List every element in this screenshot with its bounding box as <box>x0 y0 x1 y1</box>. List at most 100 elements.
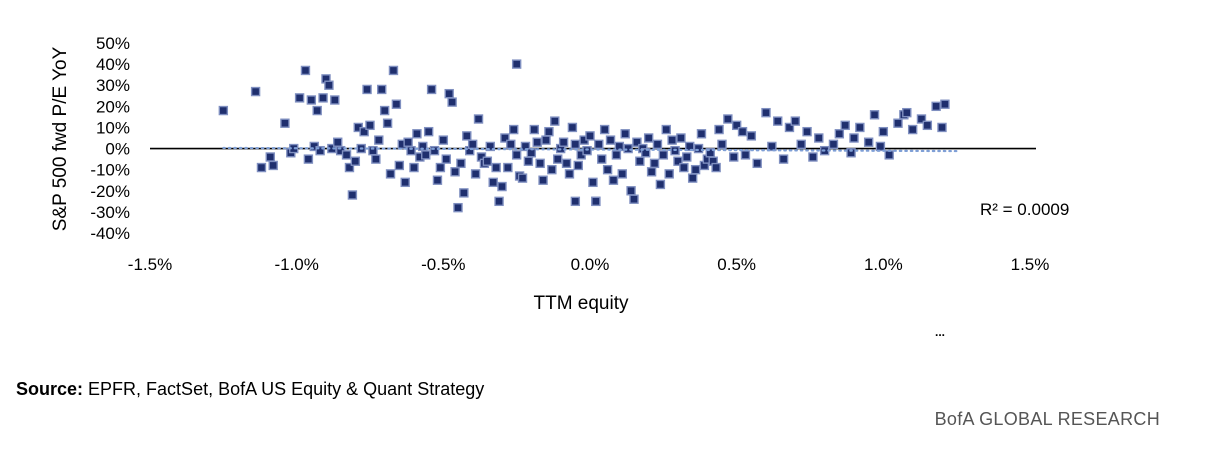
scatter-point <box>869 110 880 120</box>
scatter-point <box>365 120 375 131</box>
scatter-point <box>846 148 856 158</box>
scatter-point <box>652 139 663 150</box>
scatter-point <box>582 145 592 156</box>
scatter-point <box>937 122 947 133</box>
scatter-point <box>605 135 616 145</box>
scatter-point <box>509 124 519 135</box>
scatter-point <box>529 124 539 135</box>
scatter-point <box>374 135 384 145</box>
scatter-point <box>602 164 613 175</box>
scatter-point <box>312 105 322 116</box>
scatter-point <box>608 175 619 185</box>
source-note: Source: EPFR, FactSet, BofA US Equity & … <box>16 379 484 400</box>
scatter-point <box>808 152 818 162</box>
scatter-point <box>280 118 290 128</box>
scatter-point <box>902 107 912 118</box>
scatter-point <box>532 137 542 147</box>
scatter-point <box>629 194 639 204</box>
scatter-point <box>467 139 478 150</box>
scatter-point <box>667 135 677 145</box>
scatter-point <box>362 84 372 95</box>
scatter-point <box>406 145 416 156</box>
scatter-point <box>500 133 510 143</box>
scatter-point <box>849 133 859 143</box>
x-axis-title: TTM equity <box>533 293 629 314</box>
scatter-point <box>588 177 598 188</box>
scatter-point <box>561 158 572 169</box>
scatter-point <box>330 95 340 105</box>
scatter-point <box>907 124 918 135</box>
scatter-point <box>350 156 361 166</box>
scatter-point <box>641 148 651 158</box>
scatter-point <box>429 145 440 156</box>
scatter-point <box>550 116 560 126</box>
x-tick-label: 0.5% <box>717 255 756 274</box>
scatter-point <box>403 137 413 147</box>
scatter-point <box>790 116 801 126</box>
scatter-point <box>802 126 812 137</box>
scatter-point <box>714 124 724 135</box>
scatter-point <box>626 186 636 196</box>
scatter-point <box>773 116 783 126</box>
scatter-point <box>506 139 516 150</box>
scatter-point <box>450 167 460 177</box>
scatter-point <box>421 150 431 160</box>
scatter-point <box>482 156 493 166</box>
scatter-point <box>855 122 865 133</box>
brand-footer: BofA GLOBAL RESEARCH <box>934 409 1160 429</box>
y-tick-label: -20% <box>90 182 130 201</box>
r-squared-label: R² = 0.0009 <box>980 200 1069 219</box>
y-tick-label: 0% <box>105 140 130 159</box>
scatter-point <box>488 177 498 188</box>
scatter-point <box>682 152 692 162</box>
scatter-point <box>711 162 721 173</box>
scatter-point <box>409 162 419 173</box>
scatter-point <box>218 105 229 116</box>
scatter-point <box>377 84 387 95</box>
scatter-point <box>473 114 484 124</box>
scatter-point <box>690 164 701 175</box>
scatter-point <box>423 126 434 137</box>
y-axis-title: S&P 500 fwd P/E YoY <box>50 46 71 231</box>
scatter-points <box>218 59 950 213</box>
scatter-point <box>840 120 850 131</box>
scatter-point <box>623 143 633 154</box>
scatter-point <box>617 169 627 179</box>
scatter-point <box>265 152 275 162</box>
scatter-point <box>740 150 751 160</box>
scatter-point <box>382 118 393 128</box>
y-tick-label: -40% <box>90 224 130 243</box>
scatter-point <box>503 162 513 173</box>
scatter-point <box>523 156 534 166</box>
scatter-point <box>643 133 654 143</box>
scatter-point <box>294 93 305 103</box>
y-tick-label: 20% <box>96 97 130 116</box>
scatter-point <box>632 137 642 147</box>
scatter-point <box>723 114 733 124</box>
scatter-point <box>693 143 704 154</box>
scatter-point <box>679 162 689 173</box>
scatter-point <box>453 202 463 213</box>
scatter-point <box>250 86 261 97</box>
x-tick-label: 1.5% <box>1011 255 1050 274</box>
scatter-point <box>553 154 563 164</box>
scatter-point <box>268 160 278 171</box>
scatter-point <box>573 160 583 171</box>
scatter-point <box>541 135 551 145</box>
y-tick-label: 40% <box>96 55 130 74</box>
scatter-point <box>444 88 454 99</box>
scatter-point <box>940 99 950 109</box>
trendline <box>222 146 958 153</box>
scatter-point <box>594 139 604 150</box>
scatter-point <box>729 152 739 162</box>
scatter-point <box>324 80 334 90</box>
scatter-point <box>717 139 727 150</box>
scatter-point <box>878 126 889 137</box>
scatter-point <box>591 196 601 207</box>
scatter-point <box>491 162 501 173</box>
scatter-point <box>306 95 317 105</box>
scatter-point <box>359 126 369 137</box>
scatter-point <box>520 141 531 152</box>
scatter-point <box>485 141 495 152</box>
x-axis-ticks: -1.5% -1.0% -0.5% 0.0% 0.5% 1.0% 1.5% <box>128 255 1050 274</box>
